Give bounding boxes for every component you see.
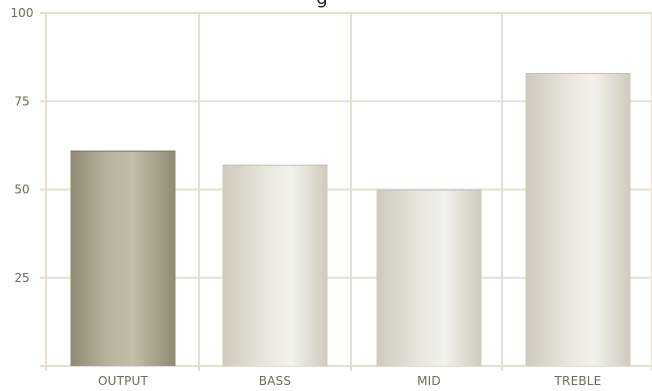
bar-bass <box>222 164 328 366</box>
bar-treble <box>525 73 631 366</box>
x-label-bass: BASS <box>259 374 291 388</box>
chart-title-fragment: g <box>316 0 327 9</box>
bar-mid <box>376 189 482 366</box>
bars <box>70 73 631 366</box>
x-label-mid: MID <box>417 374 441 388</box>
x-label-treble: TREBLE <box>554 374 602 388</box>
y-axis-ticks: 25 50 75 100 <box>11 6 34 285</box>
y-tick-label-25: 25 <box>14 271 29 285</box>
x-label-output: OUTPUT <box>98 374 149 388</box>
y-tick-label-50: 50 <box>14 183 29 197</box>
x-axis-labels: OUTPUT BASS MID TREBLE <box>98 374 602 388</box>
bar-output <box>70 150 176 366</box>
y-tick-label-75: 75 <box>14 94 29 108</box>
y-tick-label-100: 100 <box>11 6 34 20</box>
